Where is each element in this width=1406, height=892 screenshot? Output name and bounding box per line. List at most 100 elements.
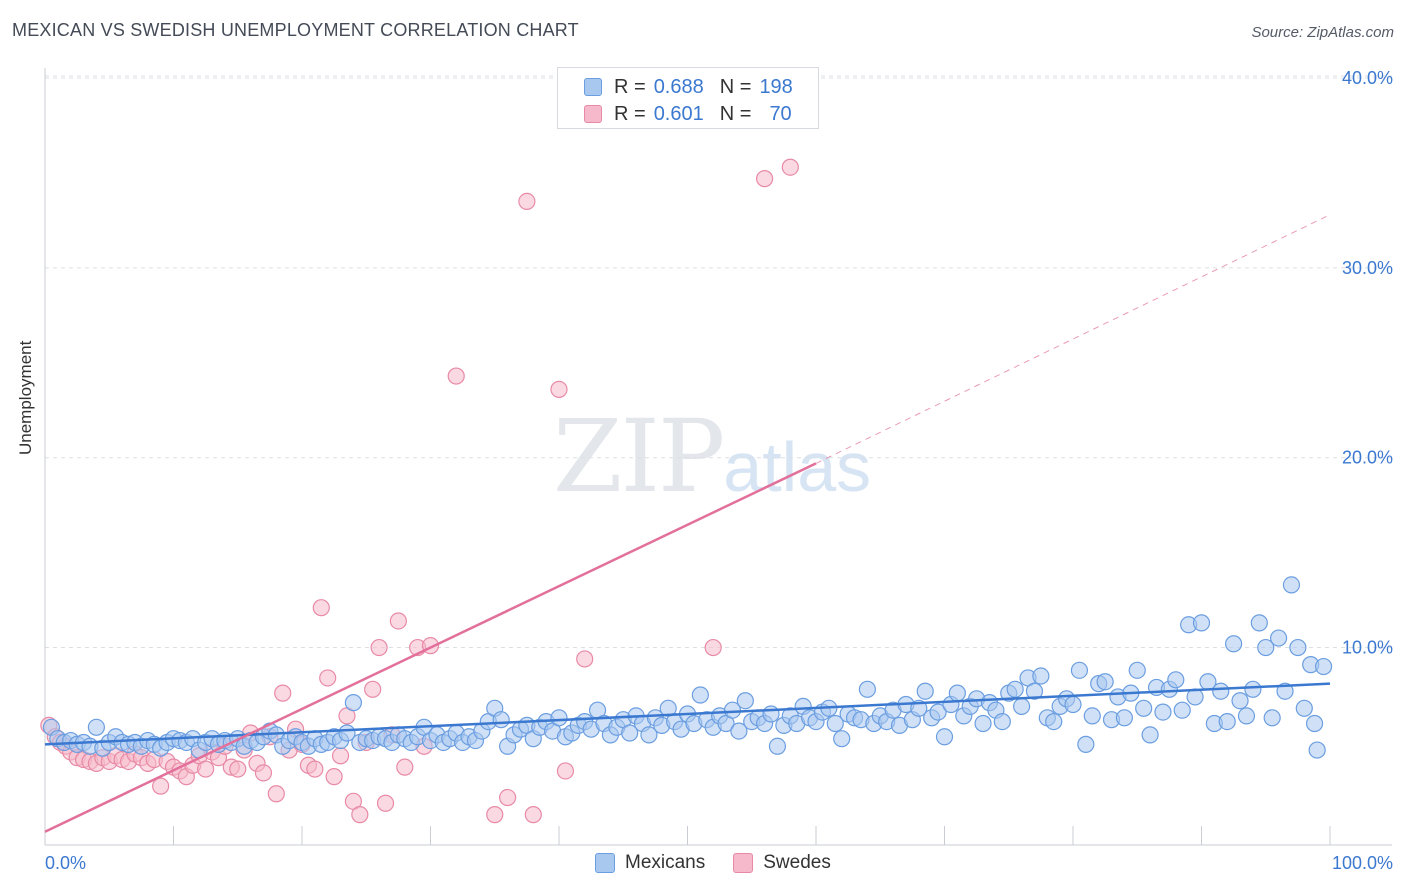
mexicans-point: [1141, 726, 1159, 744]
mexicans-point: [723, 701, 742, 719]
y-axis-label: Unemployment: [16, 340, 35, 455]
x-tick-label-0: 0.0%: [45, 853, 86, 873]
mexicans-point: [858, 680, 877, 698]
x-tick-label-100: 100.0%: [1332, 853, 1393, 873]
mexicans-point: [1025, 682, 1044, 700]
mexicans-point: [935, 728, 954, 746]
swedes-point: [319, 669, 337, 687]
mexicans-point: [1225, 635, 1243, 653]
y-tick-label-20: 20.0%: [1342, 448, 1393, 468]
mexicans-point: [736, 692, 754, 710]
stats-legend: R = 0.688 N = 198 R = 0.601 N = 70: [557, 67, 819, 129]
swedes-swatch: [733, 853, 754, 873]
mexicans-point: [1282, 576, 1301, 594]
legend-label-swedes: Swedes: [763, 852, 831, 873]
chart-title: MEXICAN VS SWEDISH UNEMPLOYMENT CORRELAT…: [12, 20, 579, 40]
mexicans-point: [1032, 667, 1050, 685]
swedes-point: [274, 684, 292, 702]
swedes-point: [499, 788, 517, 807]
mexicans-point: [691, 686, 709, 704]
mexicans-point: [1263, 709, 1281, 727]
mexicans-point: [1305, 714, 1324, 733]
tick-labels: 10.0% 20.0% 30.0% 40.0% 0.0% 100.0%: [45, 68, 1393, 873]
mexicans-point: [1192, 614, 1211, 632]
r-value: 0.601: [653, 102, 704, 125]
swedes-point: [704, 638, 722, 657]
swedes-point: [556, 762, 575, 780]
mexicans-point: [1083, 707, 1101, 725]
legend-row-mexicans: R = 0.688 N = 198: [584, 74, 793, 100]
swedes-point: [312, 599, 330, 617]
swedes-point: [576, 650, 594, 668]
swedes-point: [267, 785, 285, 803]
swedes-point: [254, 764, 273, 782]
mexicans-point: [87, 718, 106, 736]
mexicans-swatch: [595, 853, 615, 873]
swedes-point: [331, 747, 350, 765]
mexicans-point: [1212, 682, 1230, 700]
mexicans-point: [768, 737, 787, 755]
mexicans-point: [1276, 682, 1294, 700]
legend-row-swedes: R = 0.601 N = 70: [584, 101, 792, 127]
swedes-point: [325, 768, 343, 786]
mexicans-swatch: [584, 78, 602, 96]
mexicans-point: [1077, 735, 1095, 753]
mexicans-point: [1295, 699, 1313, 717]
mexicans-point: [1012, 697, 1031, 716]
n-label: N =: [719, 102, 752, 125]
mexicans-point: [550, 709, 568, 727]
mexicans-point: [1269, 629, 1288, 647]
mexicans-point: [916, 682, 934, 700]
swedes-trend-extension: [815, 214, 1331, 464]
r-label: R =: [614, 102, 646, 125]
mexicans-point: [730, 722, 748, 740]
mexicans-point: [492, 711, 510, 729]
swedes-point: [486, 806, 504, 824]
mexicans-point: [1314, 657, 1333, 676]
legend-item-swedes[interactable]: Swedes: [733, 852, 831, 874]
mexicans-point: [762, 705, 780, 723]
swedes-point: [447, 367, 465, 385]
mexicans-point: [344, 694, 362, 712]
trend-lines: [44, 214, 1331, 833]
y-tick-label-40: 40.0%: [1342, 68, 1393, 88]
y-tick-label-30: 30.0%: [1342, 258, 1393, 278]
mexicans-point: [1237, 707, 1256, 725]
grid-lines: [45, 75, 1392, 649]
swedes-point: [351, 806, 369, 824]
mexicans-point: [833, 730, 851, 748]
mexicans-point: [1135, 699, 1153, 717]
swedes-swatch: [584, 105, 602, 123]
mexicans-point: [1250, 614, 1268, 632]
mexicans-point: [1070, 661, 1089, 679]
swedes-trend-line: [44, 462, 817, 833]
mexicans-point: [1115, 709, 1134, 727]
legend-item-mexicans[interactable]: Mexicans: [595, 852, 705, 874]
mexicans-trend-line: [44, 682, 1331, 746]
series-legend: Mexicans Swedes: [595, 852, 859, 874]
mexicans-point: [1244, 680, 1262, 698]
swedes-point: [550, 380, 568, 398]
swedes-point: [229, 760, 247, 778]
swedes-point: [524, 806, 542, 824]
swedes-point: [306, 760, 324, 778]
mexicans-point: [929, 703, 947, 721]
swedes-point: [781, 158, 799, 176]
r-value: 0.688: [653, 75, 704, 98]
n-value: 198: [759, 75, 793, 98]
swedes-point: [389, 612, 407, 630]
mexicans-point: [826, 714, 844, 733]
swedes-point: [518, 192, 536, 211]
mexicans-point: [1167, 671, 1185, 689]
n-value: 70: [769, 102, 792, 125]
source-label: Source: ZipAtlas.com: [1251, 24, 1394, 41]
mexicans-point: [1154, 703, 1172, 721]
swedes-point: [364, 680, 382, 698]
mexicans-point: [1218, 712, 1236, 731]
mexicans-point: [948, 684, 966, 702]
y-tick-label-10: 10.0%: [1342, 638, 1393, 658]
mexicans-point: [1257, 638, 1275, 657]
n-label: N =: [719, 75, 752, 98]
mexicans-point: [1308, 741, 1326, 759]
